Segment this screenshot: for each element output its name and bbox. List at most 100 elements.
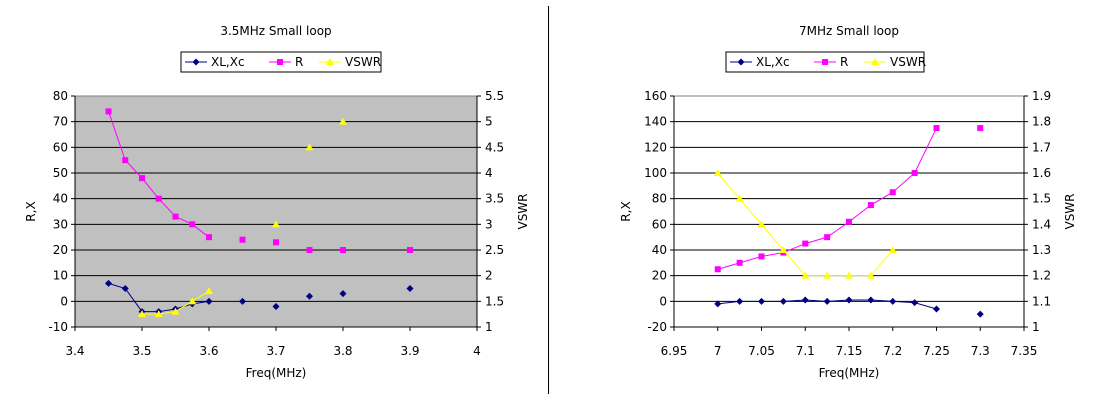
chart-title: 7MHz Small loop xyxy=(799,24,899,38)
data-point xyxy=(823,297,831,305)
legend: XL,Xc R VSWR xyxy=(180,51,382,73)
y-axis-label: R,X xyxy=(619,201,633,221)
y-tick-label: 0 xyxy=(659,294,667,308)
y2-tick-label: 1 xyxy=(485,320,493,334)
chart-7mhz: 7MHz Small loop -20 0 20 40 60 80 100 120 140 160 1… xyxy=(619,24,1077,380)
data-point xyxy=(154,310,163,318)
y2-tick-label: 4 xyxy=(485,166,493,180)
y-tick-label: 60 xyxy=(652,217,667,231)
data-point xyxy=(306,292,313,300)
legend-marker xyxy=(871,58,879,65)
data-point xyxy=(239,297,246,305)
data-point xyxy=(138,310,146,318)
legend: XL,Xc R VSWR xyxy=(725,51,926,73)
legend-marker xyxy=(326,58,334,65)
data-point xyxy=(205,287,213,295)
x-tick-label: 7.05 xyxy=(748,344,775,358)
x-tick-label: 7.35 xyxy=(1011,344,1038,358)
legend-marker xyxy=(822,59,828,65)
legend-label: VSWR xyxy=(345,55,381,69)
y2-tick-label: 1.4 xyxy=(1032,217,1051,231)
data-point xyxy=(306,247,313,253)
data-point xyxy=(714,300,722,308)
chart-title: 3.5MHz Small loop xyxy=(220,24,331,38)
legend-label: XL,Xc xyxy=(756,55,790,69)
x-tick-label: 3.6 xyxy=(199,344,218,358)
y2-tick-label: 1.7 xyxy=(1032,140,1051,154)
y2-tick-label: 1.1 xyxy=(1032,294,1051,308)
data-point xyxy=(305,143,314,151)
y-tick-label: 80 xyxy=(652,192,667,206)
y2-tick-label: 3.5 xyxy=(485,192,504,206)
y-tick-label: 120 xyxy=(644,140,667,154)
y2-axis-label: VSWR xyxy=(1063,193,1077,229)
data-point xyxy=(736,297,744,305)
data-point xyxy=(272,220,280,228)
data-point xyxy=(933,125,940,132)
data-point xyxy=(105,108,112,115)
y-tick-label: 20 xyxy=(53,243,68,257)
data-point xyxy=(273,239,279,246)
y2-tick-label: 3 xyxy=(485,217,493,231)
x-tick-label: 7.2 xyxy=(883,344,902,358)
legend-label: VSWR xyxy=(890,55,926,69)
x-tick-label: 7.15 xyxy=(836,344,863,358)
data-point xyxy=(155,195,162,202)
data-point xyxy=(976,310,984,318)
data-point xyxy=(866,271,875,279)
data-point xyxy=(823,271,832,279)
data-point xyxy=(889,297,897,305)
y2-tick-label: 1.6 xyxy=(1032,166,1051,180)
data-point xyxy=(801,271,810,279)
data-point xyxy=(272,302,280,310)
x-tick-label: 7 xyxy=(714,344,722,358)
x-tick-label: 7.1 xyxy=(796,344,815,358)
y-tick-label: -10 xyxy=(48,320,68,334)
data-point xyxy=(889,189,896,196)
y-tick-label: 140 xyxy=(644,115,667,129)
data-point xyxy=(845,271,853,279)
y-tick-label: 70 xyxy=(53,115,68,129)
data-point xyxy=(824,234,831,241)
y2-tick-label: 4.5 xyxy=(485,140,504,154)
data-point xyxy=(867,202,874,209)
data-point xyxy=(735,194,744,202)
legend-marker xyxy=(277,59,283,65)
series-2 xyxy=(138,117,347,318)
y2-tick-label: 1 xyxy=(1032,320,1040,334)
y-tick-label: 50 xyxy=(53,166,68,180)
data-point xyxy=(757,220,766,228)
data-point xyxy=(779,246,788,253)
data-point xyxy=(171,307,180,315)
data-point xyxy=(121,285,129,292)
chart-divider xyxy=(548,6,549,394)
x-axis-label: Freq(MHz) xyxy=(246,366,307,380)
data-point xyxy=(846,218,852,225)
data-point xyxy=(189,221,196,228)
data-point xyxy=(758,253,765,260)
data-point xyxy=(933,305,940,313)
legend-label: R xyxy=(295,55,303,69)
data-point xyxy=(105,279,112,287)
x-tick-label: 3.7 xyxy=(266,344,285,358)
plot-area xyxy=(74,95,478,328)
x-tick-label: 3.5 xyxy=(132,344,151,358)
data-point xyxy=(779,297,787,305)
y2-axis-label: VSWR xyxy=(516,193,530,229)
data-point xyxy=(911,170,918,176)
series-0 xyxy=(714,296,984,318)
legend-marker xyxy=(192,58,200,66)
data-point xyxy=(407,247,413,253)
data-point xyxy=(139,175,145,182)
x-tick-label: 3.9 xyxy=(400,344,419,358)
data-point xyxy=(205,297,213,305)
y-tick-label: -20 xyxy=(647,320,667,334)
data-point xyxy=(845,296,853,304)
y-tick-label: 30 xyxy=(53,217,68,231)
x-tick-label: 6.95 xyxy=(661,344,688,358)
data-point xyxy=(172,213,179,220)
series-1 xyxy=(105,108,413,253)
y-tick-label: 160 xyxy=(644,89,667,103)
x-tick-label: 7.3 xyxy=(971,344,990,358)
chart-3-5mhz: 3.5MHz Small loop -10 0 10 20 30 40 50 60 70 80 1 1.… xyxy=(24,24,530,380)
